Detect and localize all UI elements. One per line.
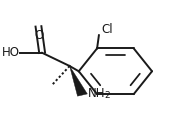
Text: 2: 2 [104,91,110,100]
Text: Cl: Cl [101,23,113,36]
Polygon shape [70,66,87,96]
Text: NH: NH [88,87,105,100]
Text: O: O [35,29,44,42]
Text: HO: HO [2,46,20,59]
